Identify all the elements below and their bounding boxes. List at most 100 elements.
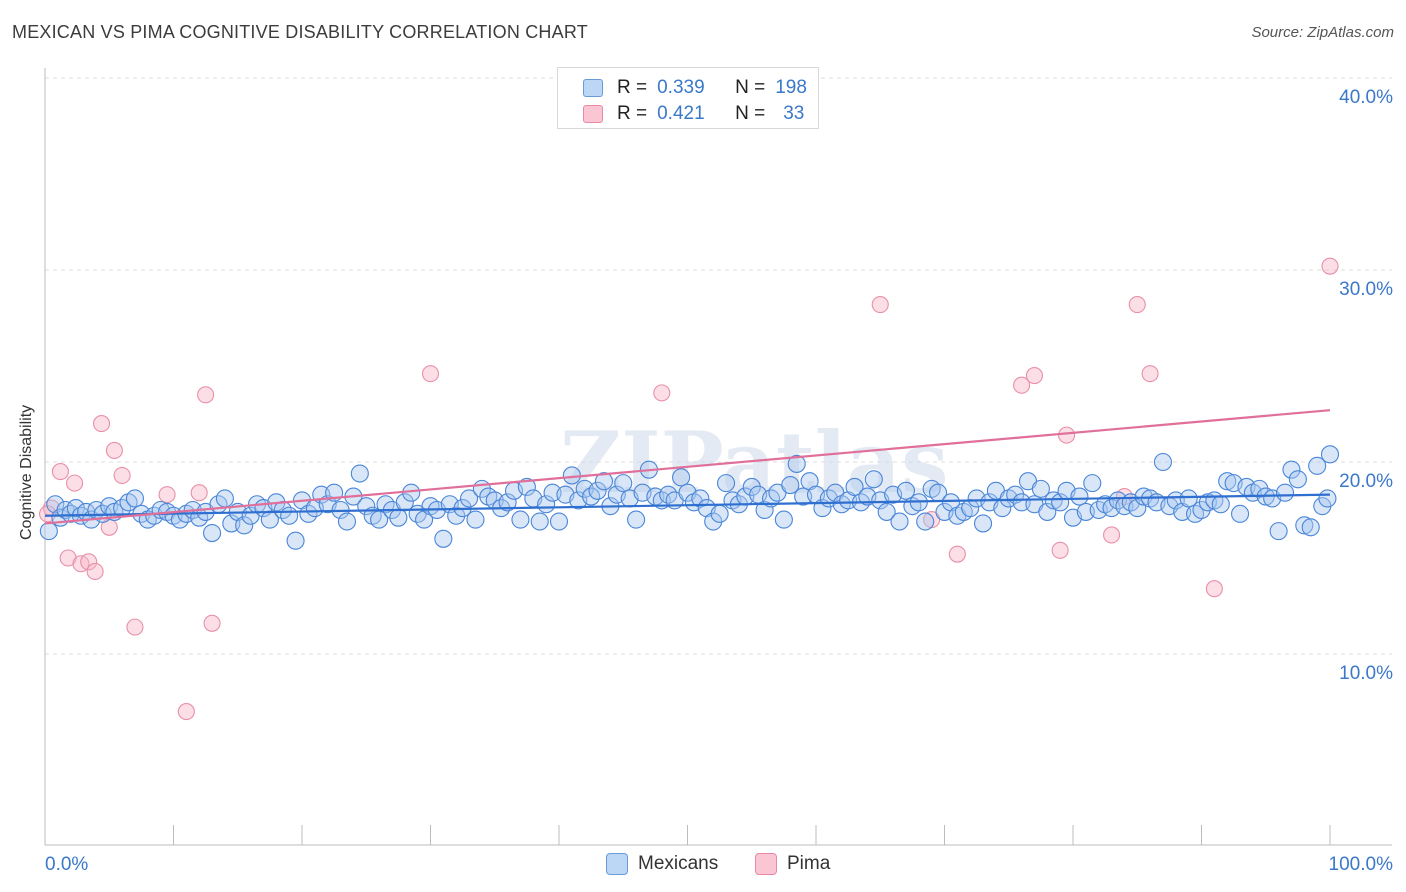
data-point: [1013, 376, 1031, 394]
data-point: [51, 463, 69, 481]
data-point: [948, 545, 966, 563]
x-tick-labels: 0.0% 100.0%: [45, 854, 1393, 875]
data-point: [337, 512, 357, 531]
data-point: [177, 703, 195, 721]
legend-row-mexicans: R = 0.339 N = 198: [558, 75, 807, 101]
data-point: [716, 474, 736, 493]
data-point: [215, 489, 234, 508]
data-point: [1231, 504, 1250, 523]
data-point: [105, 441, 123, 460]
data-point: [627, 510, 646, 529]
y-axis-label: Cognitive Disability: [18, 404, 35, 540]
data-point: [421, 365, 440, 383]
data-point: [466, 510, 485, 529]
data-point: [594, 472, 614, 491]
data-point: [1320, 445, 1340, 464]
chart-source: Source: ZipAtlas.com: [1251, 24, 1394, 41]
data-point: [653, 384, 671, 402]
data-point: [517, 477, 536, 497]
data-point: [350, 464, 369, 483]
data-point: [86, 562, 104, 580]
data-point: [742, 477, 761, 497]
data-point: [530, 512, 549, 531]
legend-swatch-pima: [583, 105, 603, 123]
data-point: [286, 531, 305, 550]
data-point: [280, 506, 299, 525]
trend-line: [44, 409, 1331, 525]
data-point: [125, 489, 144, 508]
x-tick-label: 100.0%: [1329, 854, 1394, 875]
data-point: [158, 486, 176, 504]
data-point: [1128, 296, 1146, 314]
data-point: [1058, 426, 1076, 444]
data-point: [1288, 470, 1307, 489]
data-point: [787, 454, 806, 473]
data-point: [877, 502, 896, 521]
data-point: [973, 514, 993, 533]
gridlines: [45, 77, 1392, 655]
legend-n-label: N =: [735, 77, 766, 98]
data-point: [1051, 541, 1069, 559]
data-point: [1038, 502, 1057, 521]
data-point: [1025, 367, 1043, 385]
data-point: [235, 516, 254, 535]
data-point: [755, 500, 774, 520]
data-point: [710, 504, 729, 523]
data-point: [549, 512, 569, 531]
data-point: [447, 506, 466, 525]
chart-title: MEXICAN VS PIMA COGNITIVE DISABILITY COR…: [12, 22, 588, 42]
data-point: [1269, 522, 1288, 541]
data-point: [1103, 526, 1121, 544]
data-point: [1083, 474, 1102, 493]
data-point: [1179, 489, 1198, 508]
y-tick-label: 20.0%: [1339, 471, 1393, 492]
y-tick-label: 10.0%: [1339, 663, 1393, 684]
data-point: [1070, 487, 1089, 506]
data-point: [896, 481, 916, 500]
data-point: [389, 508, 408, 527]
data-point: [511, 510, 530, 529]
legend-n-value: 33: [783, 103, 805, 124]
correlation-legend: R = 0.339 N = 198 R = 0.421 N = 33: [557, 67, 819, 129]
legend-swatch-pima: [755, 853, 777, 875]
legend-item-pima[interactable]: Pima: [755, 851, 830, 877]
data-point: [434, 529, 453, 548]
data-point: [459, 489, 479, 508]
data-point: [1128, 499, 1147, 518]
data-point: [774, 510, 793, 529]
x-tick-label: 0.0%: [45, 854, 88, 875]
data-point: [197, 386, 215, 404]
legend-item-mexicans[interactable]: Mexicans: [606, 851, 718, 877]
data-point: [871, 296, 889, 314]
data-point: [46, 495, 65, 514]
data-point: [1192, 500, 1211, 520]
y-tick-labels: 10.0% 20.0% 30.0% 40.0%: [1339, 87, 1393, 684]
legend-n-label: N =: [735, 103, 766, 124]
data-point: [864, 470, 883, 489]
data-point: [1153, 452, 1172, 472]
data-point: [113, 466, 131, 484]
data-point: [39, 522, 58, 541]
legend-swatch-mexicans: [583, 79, 603, 97]
legend-r-value: 0.339: [657, 77, 705, 98]
data-point: [916, 512, 935, 531]
data-point: [781, 475, 800, 495]
y-tick-label: 40.0%: [1339, 87, 1393, 108]
legend-label-mexicans: Mexicans: [638, 853, 719, 874]
data-point: [890, 512, 909, 531]
data-point: [1218, 472, 1237, 491]
axes: [44, 68, 1392, 846]
legend-n-value: 198: [775, 77, 807, 98]
data-point: [1321, 257, 1339, 275]
data-point: [92, 415, 111, 433]
data-point: [203, 614, 221, 632]
legend-r-label: R =: [617, 103, 648, 124]
data-point: [1205, 580, 1223, 598]
data-point: [691, 489, 710, 508]
data-point: [1308, 456, 1327, 475]
legend-r-value: 0.421: [657, 103, 705, 124]
data-point: [1275, 483, 1295, 502]
data-point: [80, 553, 98, 571]
series-mexicans: [39, 445, 1340, 550]
data-point: [704, 512, 723, 531]
